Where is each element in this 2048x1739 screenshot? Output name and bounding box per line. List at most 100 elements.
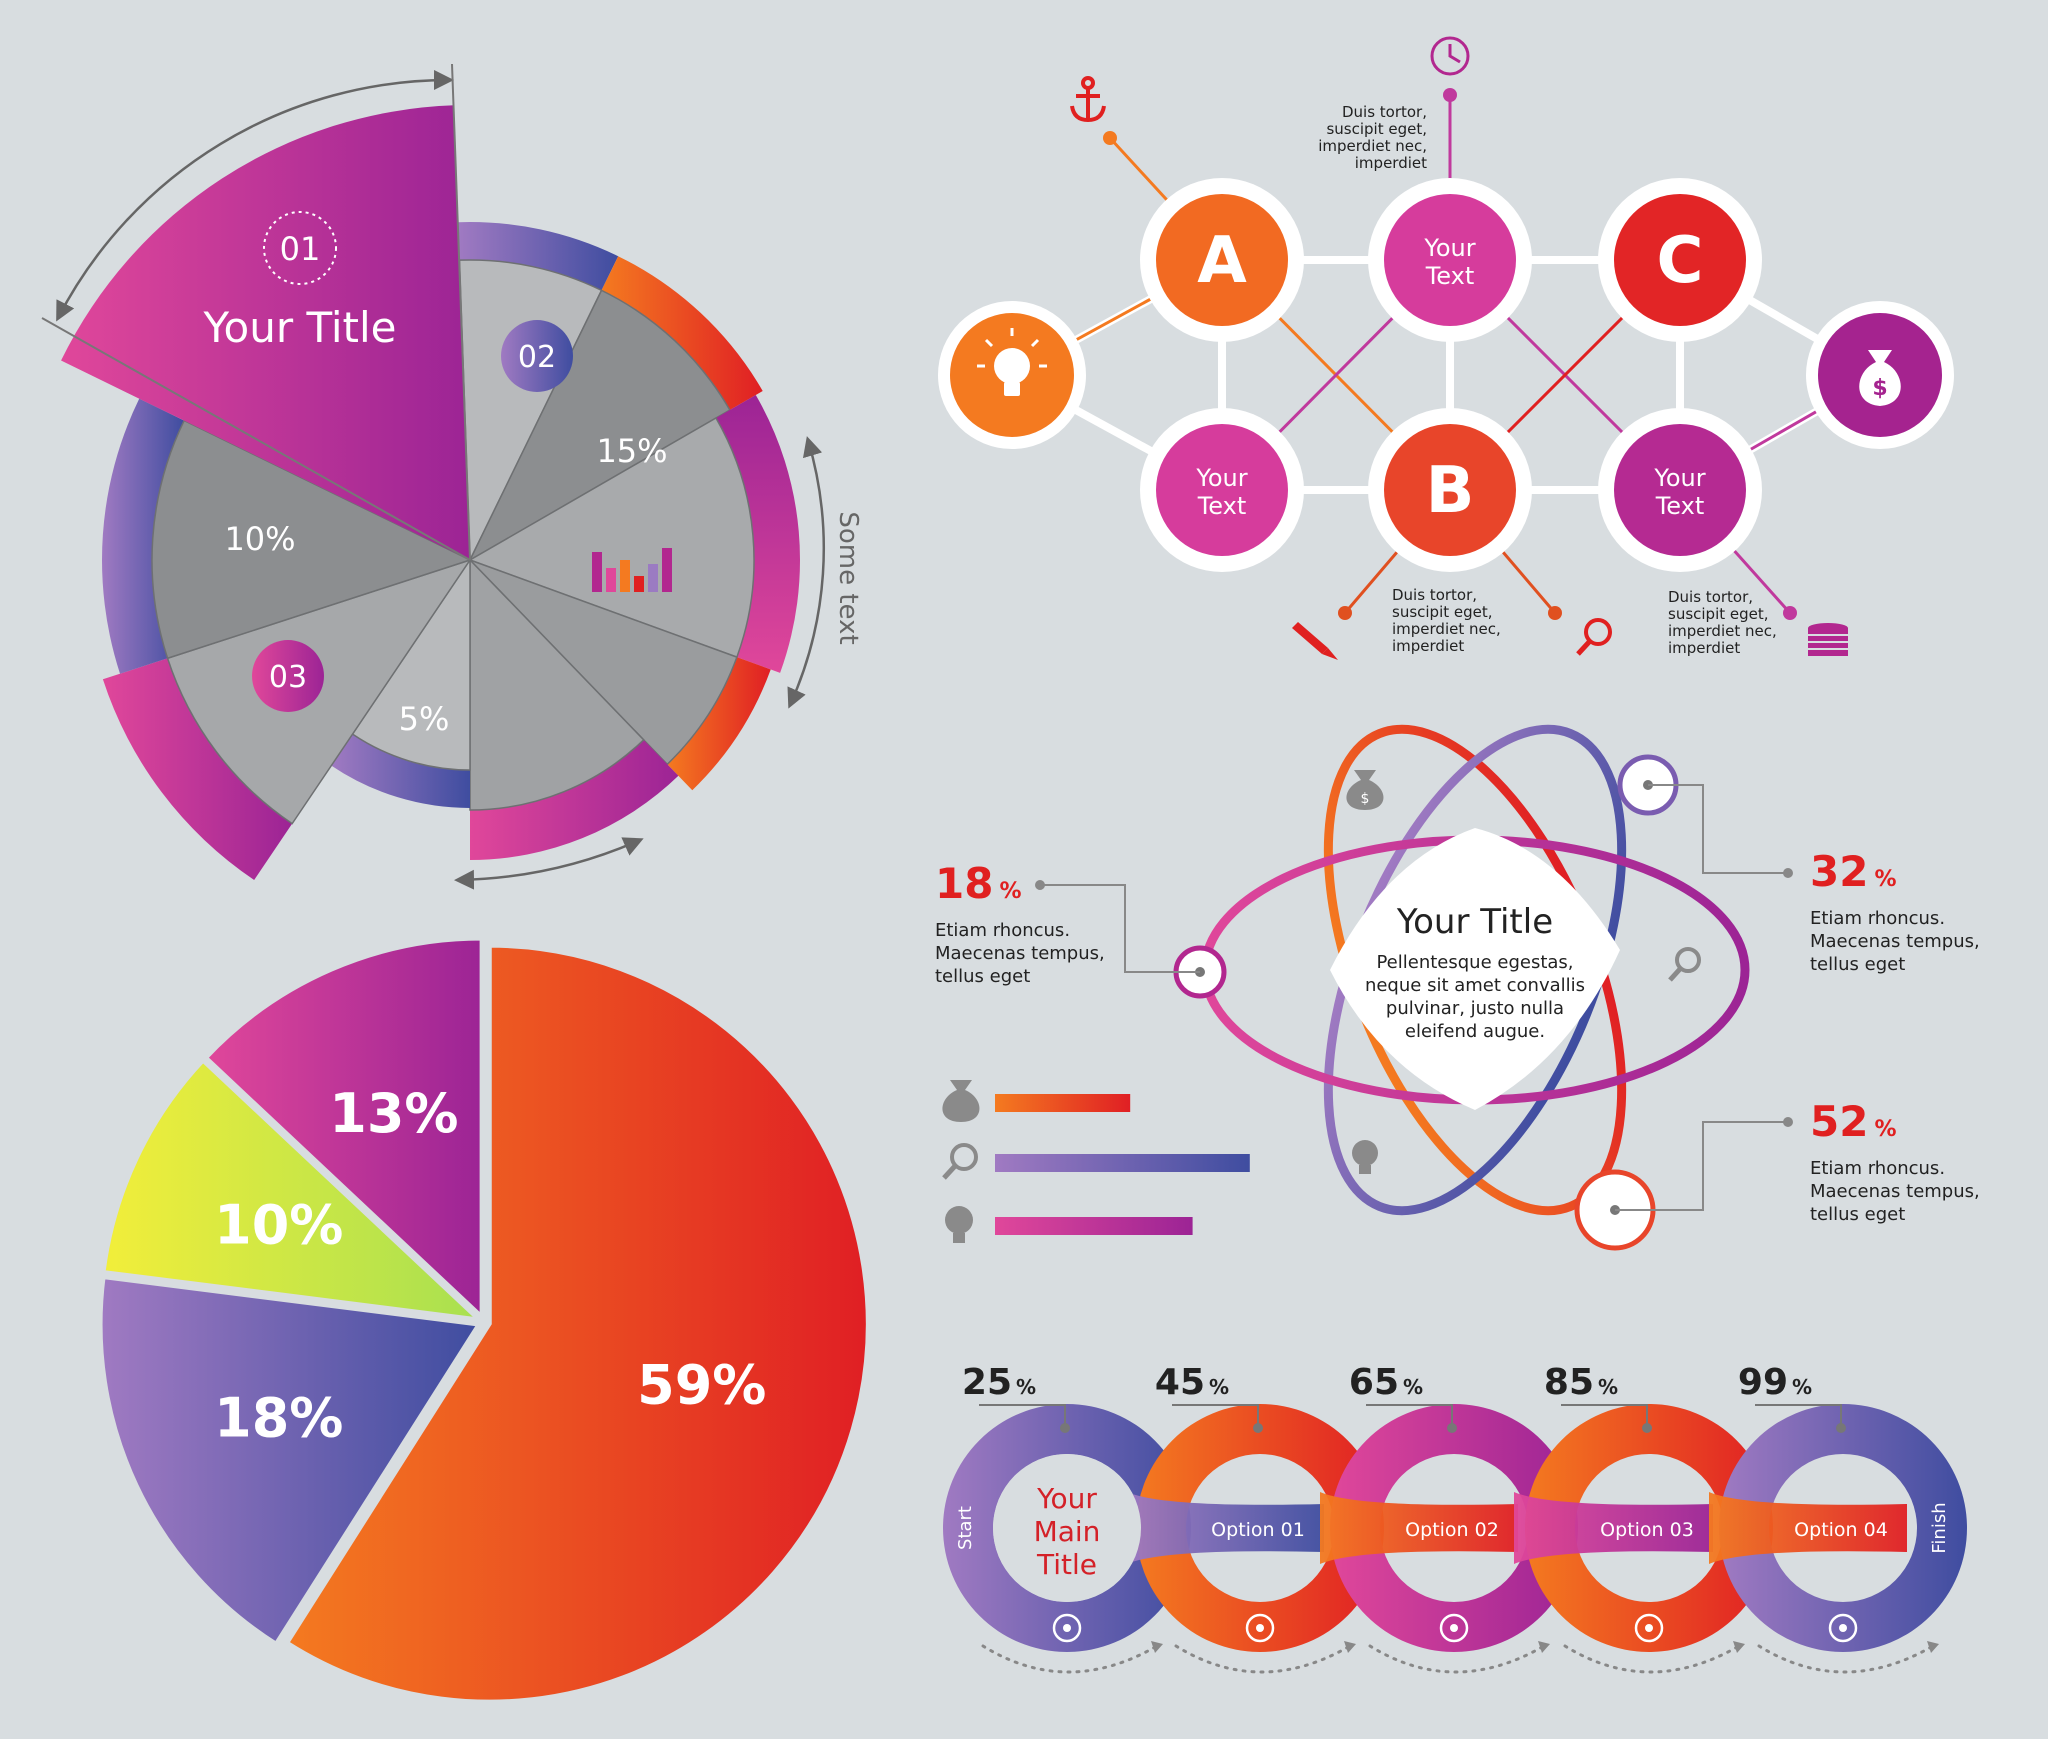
dotted-arrow-2 [1368, 1644, 1546, 1674]
process-ring-0 [943, 1404, 1191, 1652]
rose-ring-2 [715, 395, 800, 673]
pct-leader-dot-2 [1447, 1423, 1457, 1433]
rose-pct-5: 5% [399, 700, 450, 738]
rose-ring-1 [601, 256, 763, 410]
svg-text:tellus eget: tellus eget [1810, 1204, 1905, 1225]
process-ring-2 [1330, 1404, 1578, 1652]
atom-body-3: pulvinar, justo nulla [1386, 998, 1564, 1019]
clock-dot [1443, 88, 1457, 102]
pie-label-10%: 10% [214, 1193, 343, 1256]
lightbulb-icon [977, 328, 1047, 396]
pct-leader-3 [1561, 1404, 1648, 1426]
pencil-icon [1292, 622, 1338, 660]
process-ring-1 [1136, 1404, 1384, 1652]
stat-52: 52% Etiam rhoncus. Maecenas tempus, tell… [1810, 1097, 1980, 1225]
svg-text:52%: 52% [1810, 1097, 1897, 1146]
node-c: C [1598, 178, 1762, 342]
title-arc-arrow [56, 69, 454, 322]
svg-text:Your: Your [1653, 464, 1705, 492]
magnifier-icon [942, 1143, 978, 1180]
lightbulb-icon [1352, 1140, 1378, 1174]
svg-text:Your: Your [1423, 234, 1475, 262]
svg-text:Maecenas tempus,: Maecenas tempus, [1810, 1181, 1980, 1202]
pct-leader-dot-0 [1060, 1423, 1070, 1433]
pie-label-18%: 18% [214, 1387, 343, 1450]
pct-leader-2 [1366, 1404, 1453, 1426]
dotted-arrowhead-3 [1733, 1641, 1745, 1653]
dotted-arrowhead-1 [1344, 1641, 1356, 1653]
pct-leader-1 [1172, 1404, 1259, 1426]
magnifier-dot [1548, 606, 1562, 620]
svg-text:Maecenas tempus,: Maecenas tempus, [935, 943, 1105, 964]
atom-body-2: neque sit amet convallis [1365, 975, 1585, 996]
process-option-label-3: Option 03 [1600, 1519, 1694, 1541]
dotted-arrowhead-2 [1538, 1641, 1550, 1653]
finish-label: Finish [1929, 1502, 1950, 1553]
network-diagram: A Your Text C Your Text B [938, 36, 1954, 660]
svg-text:B: B [1426, 454, 1475, 528]
dotted-arrow-3 [1563, 1644, 1741, 1674]
rose-wedge-1 [468, 289, 731, 562]
rose-ring-6 [102, 658, 293, 881]
process-option-label-1: Option 01 [1211, 1519, 1305, 1541]
atom-center [1330, 828, 1620, 1110]
coins-dot [1783, 606, 1797, 620]
coins-icon [1808, 623, 1848, 656]
pct-leader-0 [979, 1404, 1066, 1426]
hbar-lightbulb-icon [995, 1217, 1193, 1235]
rose-wedge-3 [469, 559, 738, 766]
magnifier-icon [1576, 618, 1612, 656]
badge-02-circle [501, 320, 573, 392]
svg-text:C: C [1657, 224, 1704, 298]
main-title-line-3: Title [1036, 1548, 1097, 1581]
node-money-bag: $ [1806, 301, 1954, 449]
main-title-line-1: Your [1036, 1482, 1097, 1515]
process-option-label-2: Option 02 [1405, 1519, 1499, 1541]
svg-text:Etiam rhoncus.: Etiam rhoncus. [1810, 1158, 1945, 1179]
badge-01-ring [263, 211, 337, 285]
svg-text:$: $ [1872, 376, 1887, 401]
title-divider-line [41, 317, 471, 561]
pct-value-4: 99% [1738, 1362, 1812, 1403]
hbar-magnifier-icon [995, 1154, 1250, 1172]
money-bag-icon: $ [1346, 770, 1384, 810]
process-option-label-4: Option 04 [1794, 1519, 1888, 1541]
dotted-arrow-1 [1174, 1644, 1352, 1674]
dotted-arrowhead-0 [1151, 1641, 1163, 1653]
svg-text:tellus eget: tellus eget [1810, 954, 1905, 975]
pie-slice-59% [284, 943, 870, 1704]
rose-wedge-5 [351, 557, 471, 771]
process-ring-4 [1719, 1404, 1967, 1652]
rose-ring-0 [458, 222, 619, 291]
pie-label-59%: 59% [637, 1353, 766, 1416]
pct-leader-dot-1 [1253, 1423, 1263, 1433]
node-b: B [1368, 408, 1532, 572]
badge-03-circle [252, 640, 324, 712]
rose-ring-4 [470, 739, 679, 860]
process-band-0 [1127, 1492, 1324, 1564]
pie-slice-10% [101, 1057, 485, 1323]
anchor-icon [1070, 76, 1106, 123]
pct-leader-dot-4 [1836, 1423, 1846, 1433]
note-b-line-3: imperdiet nec, [1392, 620, 1501, 638]
dotted-arrowhead-4 [1927, 1641, 1939, 1653]
process-band-1 [1320, 1492, 1518, 1564]
svg-text:32%: 32% [1810, 847, 1897, 896]
note-c-line-1: Duis tortor, [1668, 588, 1753, 606]
side-arc-arrow [787, 436, 826, 709]
hbar-money-bag-icon [995, 1094, 1131, 1112]
note-b-line-4: imperdiet [1392, 637, 1464, 655]
svg-text:$: $ [1361, 791, 1370, 807]
rose-ring-3 [667, 657, 771, 791]
rose-pct-10: 10% [224, 520, 295, 558]
rose-ring-7 [101, 398, 185, 674]
svg-text:tellus eget: tellus eget [935, 966, 1030, 987]
badge-02: 02 [518, 340, 556, 375]
note-b-line-2: suscipit eget, [1392, 603, 1493, 621]
flask-icon [1245, 1613, 1275, 1643]
svg-text:Etiam rhoncus.: Etiam rhoncus. [1810, 908, 1945, 929]
svg-text:Text: Text [1197, 492, 1247, 520]
svg-text:Etiam rhoncus.: Etiam rhoncus. [935, 920, 1070, 941]
rose-wedge-7 [151, 419, 472, 660]
atom-title: Your Title [1396, 902, 1553, 942]
